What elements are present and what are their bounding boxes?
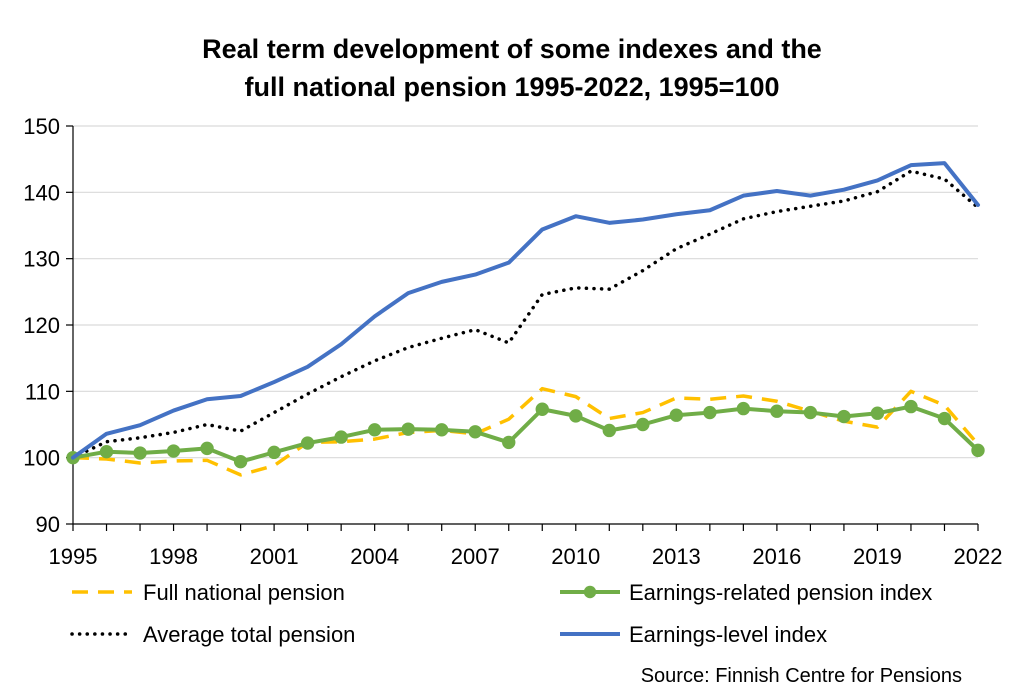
x-tick-label: 2022: [954, 544, 1003, 569]
gridlines: [73, 125, 978, 459]
data-point: [334, 430, 348, 444]
series-line-full-national-pension: [72, 386, 980, 477]
data-point: [200, 441, 214, 456]
y-tick-label: 90: [36, 512, 60, 537]
series-line-earnings-level-index: [71, 161, 980, 460]
data-point: [736, 401, 751, 416]
data-point: [904, 399, 918, 414]
series-line-average-total-pension: [71, 169, 980, 460]
data-point: [99, 444, 114, 459]
y-tick-label: 140: [23, 180, 60, 205]
axes: [66, 125, 979, 531]
y-tick-label: 120: [23, 313, 60, 338]
x-tick-label: 1998: [149, 544, 198, 569]
data-point: [468, 425, 482, 439]
y-tick-label: 150: [23, 114, 60, 139]
x-tick-label: 2016: [752, 544, 801, 569]
data-point: [937, 411, 952, 426]
data-point: [367, 423, 382, 437]
data-point: [535, 402, 549, 416]
chart-title-line-2: full national pension 1995-2022, 1995=10…: [244, 72, 779, 102]
y-tick-labels: 90 100 110 120 130 140 150: [23, 114, 60, 537]
data-point: [669, 408, 684, 422]
data-point: [300, 436, 315, 450]
legend-label-earnings-related-pension-index: Earnings-related pension index: [629, 580, 932, 605]
plot-area: [66, 161, 985, 477]
data-point: [401, 422, 415, 436]
x-tick-label: 1995: [49, 544, 98, 569]
y-tick-label: 110: [25, 379, 60, 404]
y-tick-label: 100: [23, 446, 60, 471]
legend-label-average-total-pension: Average total pension: [143, 622, 355, 647]
data-point: [703, 405, 717, 420]
x-tick-label: 2010: [551, 544, 600, 569]
data-point: [569, 409, 583, 423]
data-point: [870, 406, 885, 420]
legend-label-full-national-pension: Full national pension: [143, 580, 345, 605]
data-point: [636, 417, 650, 432]
x-tick-label: 2019: [853, 544, 902, 569]
series-line-earnings-related-pension-index: [71, 404, 980, 464]
legend-label-earnings-level-index: Earnings-level index: [629, 622, 827, 647]
x-tick-label: 2013: [652, 544, 701, 569]
source-note: Source: Finnish Centre for Pensions: [641, 665, 962, 687]
legend: Full national pension Earnings-related pe…: [70, 580, 932, 647]
data-point: [602, 423, 616, 438]
data-point: [770, 404, 784, 418]
x-tick-label: 2007: [451, 544, 500, 569]
chart-title-line-1: Real term development of some indexes an…: [202, 34, 822, 64]
x-tick-labels: 1995 1998 2001 2004 2007 2010 2013 2016 2019 2022: [49, 544, 1003, 569]
data-point: [502, 435, 516, 450]
x-tick-label: 2004: [350, 544, 399, 569]
data-point: [837, 409, 851, 424]
y-tick-label: 130: [23, 247, 60, 272]
data-point: [133, 446, 147, 460]
legend-marker-earnings-related-pension-index: [583, 585, 597, 599]
data-point: [267, 445, 281, 460]
x-tick-label: 2001: [250, 544, 299, 569]
data-point: [166, 444, 181, 458]
data-point: [803, 405, 818, 420]
data-point: [435, 423, 449, 437]
data-point: [971, 443, 985, 458]
data-point: [233, 454, 248, 469]
